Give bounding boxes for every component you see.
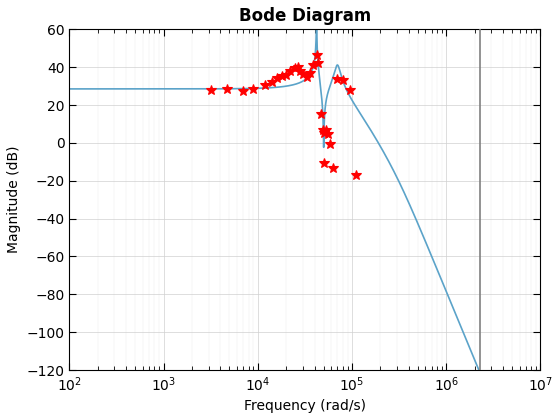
X-axis label: Frequency (rad/s): Frequency (rad/s) bbox=[244, 399, 366, 413]
Title: Bode Diagram: Bode Diagram bbox=[239, 7, 371, 25]
Y-axis label: Magnitude (dB): Magnitude (dB) bbox=[7, 146, 21, 253]
